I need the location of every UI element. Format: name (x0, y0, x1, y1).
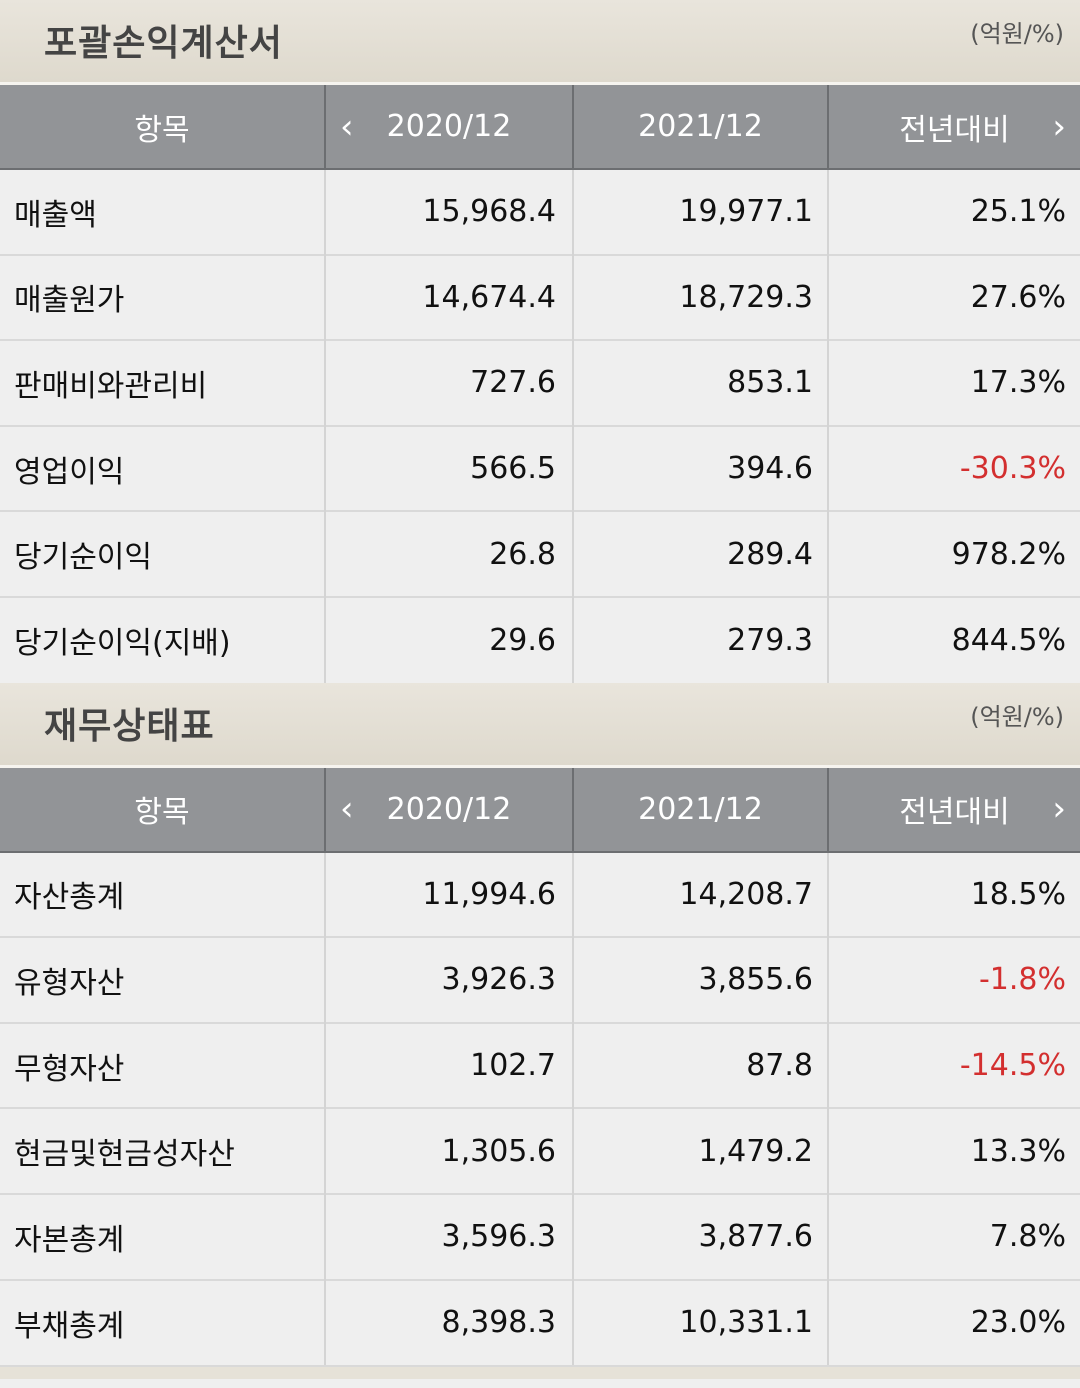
row-label: 자산총계 (0, 850, 325, 938)
table-row: 당기순이익(지배) 29.6 279.3 844.5% (0, 595, 1080, 683)
value-yoy: -14.5% (827, 1021, 1080, 1109)
table-row: 영업이익 566.5 394.6 -30.3% (0, 424, 1080, 512)
row-label: 무형자산 (0, 1021, 325, 1109)
col-header-2020: ‹ 2020/12 (324, 767, 573, 853)
row-label: 자본총계 (0, 1192, 325, 1280)
row-label: 매출액 (0, 168, 325, 255)
col-header-2021: 2021/12 (572, 85, 828, 170)
value-2020: 14,674.4 (324, 253, 573, 341)
value-2020: 3,596.3 (324, 1192, 573, 1280)
chevron-left-icon[interactable]: ‹ (340, 789, 354, 830)
value-2021: 10,331.1 (572, 1278, 828, 1366)
row-label: 매출원가 (0, 253, 325, 341)
value-yoy: -30.3% (827, 424, 1080, 512)
row-label: 유형자산 (0, 936, 325, 1023)
chevron-right-icon[interactable]: › (1052, 789, 1066, 830)
balance-table-header: 항목 ‹ 2020/12 2021/12 전년대비 › (0, 767, 1080, 853)
balance-unit-label: (억원/%) (970, 702, 1064, 731)
bottom-divider (0, 1365, 1080, 1380)
row-label: 판매비와관리비 (0, 339, 325, 426)
value-2020: 15,968.4 (324, 168, 573, 255)
table-row: 현금및현금성자산 1,305.6 1,479.2 13.3% (0, 1107, 1080, 1194)
row-label: 당기순이익 (0, 510, 325, 597)
value-2021: 19,977.1 (572, 168, 828, 255)
income-table: 항목 ‹ 2020/12 2021/12 전년대비 › 매출액 15,968.4 1… (0, 85, 1080, 683)
value-yoy: 7.8% (827, 1192, 1080, 1280)
table-row: 판매비와관리비 727.6 853.1 17.3% (0, 339, 1080, 426)
table-row: 부채총계 8,398.3 10,331.1 23.0% (0, 1278, 1080, 1366)
value-yoy: 978.2% (827, 510, 1080, 597)
value-2020: 727.6 (324, 339, 573, 426)
income-section-header: 포괄손익계산서 (억원/%) (0, 0, 1080, 85)
value-2021: 279.3 (572, 595, 828, 683)
table-row: 무형자산 102.7 87.8 -14.5% (0, 1021, 1080, 1109)
value-2021: 14,208.7 (572, 850, 828, 938)
table-row: 자본총계 3,596.3 3,877.6 7.8% (0, 1192, 1080, 1280)
col-header-2020-label: 2020/12 (386, 109, 512, 144)
value-2020: 29.6 (324, 595, 573, 683)
value-2021: 18,729.3 (572, 253, 828, 341)
value-yoy: 25.1% (827, 168, 1080, 255)
balance-section-title: 재무상태표 (44, 705, 215, 747)
chevron-right-icon[interactable]: › (1052, 106, 1066, 147)
row-label: 현금및현금성자산 (0, 1107, 325, 1194)
value-2020: 26.8 (324, 510, 573, 597)
value-2021: 853.1 (572, 339, 828, 426)
col-header-2020-label: 2020/12 (386, 791, 512, 827)
value-yoy: 18.5% (827, 850, 1080, 938)
value-yoy: 27.6% (827, 253, 1080, 341)
table-row: 유형자산 3,926.3 3,855.6 -1.8% (0, 936, 1080, 1023)
value-2020: 1,305.6 (324, 1107, 573, 1194)
income-table-body: 매출액 15,968.4 19,977.1 25.1% 매출원가 14,674.4 18,7… (0, 168, 1080, 683)
col-header-yoy-label: 전년대비 (899, 112, 1010, 148)
row-label: 영업이익 (0, 424, 325, 512)
income-unit-label: (억원/%) (970, 20, 1064, 48)
col-header-2021: 2021/12 (572, 767, 828, 853)
value-2020: 566.5 (324, 424, 573, 512)
value-2020: 11,994.6 (324, 850, 573, 938)
value-yoy: 13.3% (827, 1107, 1080, 1194)
row-label: 부채총계 (0, 1278, 325, 1366)
row-label: 당기순이익(지배) (0, 595, 325, 683)
value-2021: 1,479.2 (572, 1107, 828, 1194)
income-section-title: 포괄손익계산서 (44, 23, 283, 64)
balance-section-header: 재무상태표 (억원/%) (0, 682, 1080, 768)
value-2021: 3,855.6 (572, 936, 828, 1023)
col-header-item: 항목 (0, 767, 325, 853)
col-header-yoy: 전년대비 › (827, 85, 1080, 170)
table-row: 자산총계 11,994.6 14,208.7 18.5% (0, 850, 1080, 938)
value-2021: 289.4 (572, 510, 828, 597)
table-row: 매출원가 14,674.4 18,729.3 27.6% (0, 253, 1080, 341)
balance-table-body: 자산총계 11,994.6 14,208.7 18.5% 유형자산 3,926.3 3,85… (0, 850, 1080, 1366)
value-2021: 3,877.6 (572, 1192, 828, 1280)
value-yoy: -1.8% (827, 936, 1080, 1023)
col-header-2020: ‹ 2020/12 (324, 85, 573, 170)
value-2020: 8,398.3 (324, 1278, 573, 1366)
value-yoy: 23.0% (827, 1278, 1080, 1366)
col-header-item: 항목 (0, 85, 325, 170)
value-yoy: 844.5% (827, 595, 1080, 683)
col-header-yoy-label: 전년대비 (899, 795, 1010, 831)
chevron-left-icon[interactable]: ‹ (340, 106, 354, 147)
col-header-yoy: 전년대비 › (827, 767, 1080, 853)
table-row: 당기순이익 26.8 289.4 978.2% (0, 510, 1080, 597)
value-2020: 102.7 (324, 1021, 573, 1109)
value-2021: 87.8 (572, 1021, 828, 1109)
income-table-header: 항목 ‹ 2020/12 2021/12 전년대비 › (0, 85, 1080, 170)
balance-table: 항목 ‹ 2020/12 2021/12 전년대비 › 자산총계 11,994.6… (0, 767, 1080, 1366)
value-2020: 3,926.3 (324, 936, 573, 1023)
value-yoy: 17.3% (827, 339, 1080, 426)
value-2021: 394.6 (572, 424, 828, 512)
table-row: 매출액 15,968.4 19,977.1 25.1% (0, 168, 1080, 255)
